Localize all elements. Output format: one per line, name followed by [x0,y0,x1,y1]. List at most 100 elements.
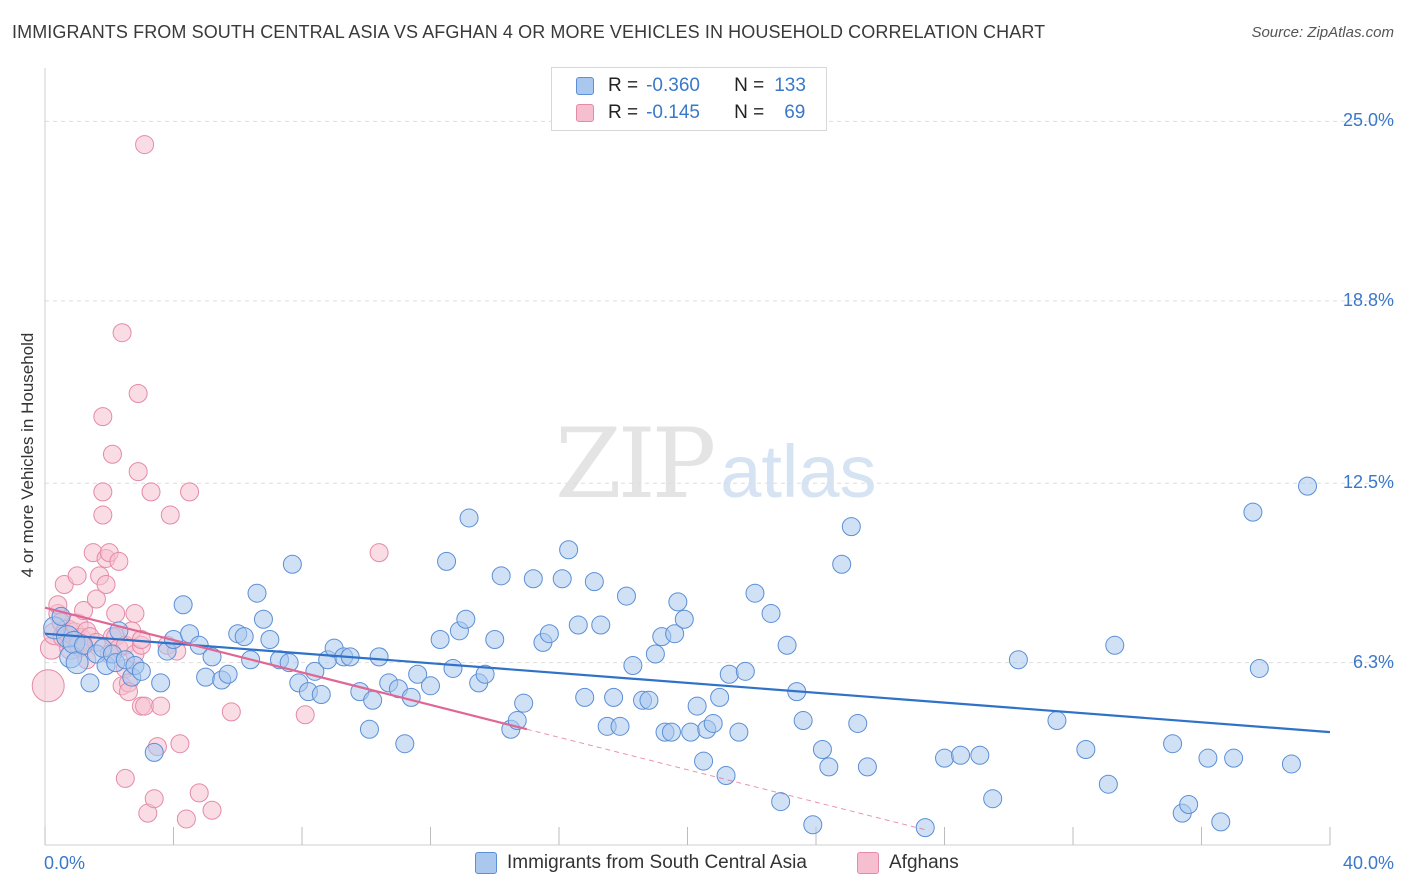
south-central-asia-point [234,627,254,647]
south-central-asia-point [282,554,302,574]
afghan-point [135,696,155,716]
south-central-asia-point [832,554,852,574]
afghan-point [295,705,315,725]
south-central-asia-point [1298,476,1318,496]
south-central-asia-point [218,664,238,684]
south-central-asia-point [523,569,543,589]
south-central-asia-point [485,630,505,650]
watermark-zip: ZIP [555,408,716,520]
south-central-asia-point [1098,774,1118,794]
afghan-point [221,702,241,722]
blue-trend-line [44,632,1331,734]
south-central-asia-point [687,696,707,716]
bottom-legend-pink: Afghans [857,852,959,874]
pink-trend-line [44,606,528,731]
zipatlas-watermark: ZIP atlas [555,408,877,520]
south-central-asia-point [745,583,765,603]
south-central-asia-point [610,716,630,736]
south-central-asia-point [1047,711,1067,731]
afghan-point [112,323,132,343]
south-central-asia-point [793,711,813,731]
south-central-asia-point [65,651,89,675]
source-label: Source: ZipAtlas.com [1251,24,1394,41]
afghan-point [93,407,113,427]
south-central-asia-point [694,751,714,771]
south-central-asia-point [935,748,954,768]
legend-r-label: R = [608,75,639,96]
legend-swatch-pink [576,104,594,122]
south-central-asia-point [421,676,440,696]
south-central-asia-point [716,766,736,786]
south-central-asia-point [202,647,222,667]
south-central-asia-point [1105,635,1125,655]
south-central-asia-point [668,592,688,612]
south-central-asia-point [196,667,216,687]
bottom-legend-swatch-pink [857,852,879,874]
south-central-asia-point [443,658,463,678]
south-central-asia-point [1163,734,1183,754]
south-central-asia-point [311,684,331,704]
trend-lines [44,606,1331,832]
south-central-asia-point [1179,794,1199,814]
axes [44,68,1331,846]
afghan-point [93,505,113,525]
pink-trend-extension [526,728,929,832]
legend-row-blue: R = -0.360 N = 133 [576,74,806,98]
south-central-asia-point [777,635,797,655]
south-central-asia-point [710,687,730,707]
south-central-asia-points [43,476,1318,838]
south-central-asia-point [173,595,193,615]
south-central-asia-point [584,572,604,592]
afghan-point [67,566,87,586]
south-central-asia-point [1008,650,1028,670]
south-central-asia-point [559,540,579,560]
afghan-point [202,800,222,820]
south-central-asia-point [568,615,588,635]
south-central-asia-point [359,719,379,739]
south-central-asia-point [475,664,495,684]
afghan-point [96,575,116,595]
afghan-point [109,551,129,571]
south-central-asia-point [604,687,624,707]
south-central-asia-point [616,586,636,606]
afghan-point [74,601,94,621]
y-tick-label: 25.0% [1342,110,1394,131]
afghan-point [160,505,180,525]
south-central-asia-point [552,569,572,589]
south-central-asia-point [369,647,389,667]
legend-n-value: 133 [774,75,806,96]
bottom-legend-label-pink: Afghans [889,852,959,873]
south-central-asia-point [729,722,749,742]
y-tick-label: 12.5% [1342,472,1394,493]
south-central-asia-point [1211,812,1231,832]
south-central-asia-point [491,566,511,586]
south-central-asia-point [915,818,935,838]
south-central-asia-point [151,673,171,693]
legend-n-value: 69 [784,102,806,123]
y-tick-label: 18.8% [1342,289,1394,310]
grid-lines [45,120,1395,664]
legend-n-label: N = [734,102,765,123]
south-central-asia-point [681,722,701,742]
south-central-asia-point [247,583,267,603]
afghan-point [128,462,148,482]
south-central-asia-point [771,792,791,812]
chart-title: IMMIGRANTS FROM SOUTH CENTRAL ASIA VS AF… [12,22,1046,42]
south-central-asia-point [951,745,971,765]
south-central-asia-point [848,713,868,733]
afghan-point [151,696,171,716]
south-central-asia-point [539,624,559,644]
south-central-asia-point [1224,748,1244,768]
south-central-asia-point [623,656,643,676]
south-central-asia-point [1076,739,1096,759]
afghan-point [86,589,106,609]
south-central-asia-point [819,757,839,777]
afghan-point [141,482,161,502]
bottom-legend-label-blue: Immigrants from South Central Asia [507,852,807,873]
south-central-asia-point [719,664,739,684]
south-central-asia-point [857,757,877,777]
legend-r-label: R = [608,102,639,123]
afghan-point [93,482,113,502]
south-central-asia-point [812,739,832,759]
south-central-asia-point [430,630,450,650]
